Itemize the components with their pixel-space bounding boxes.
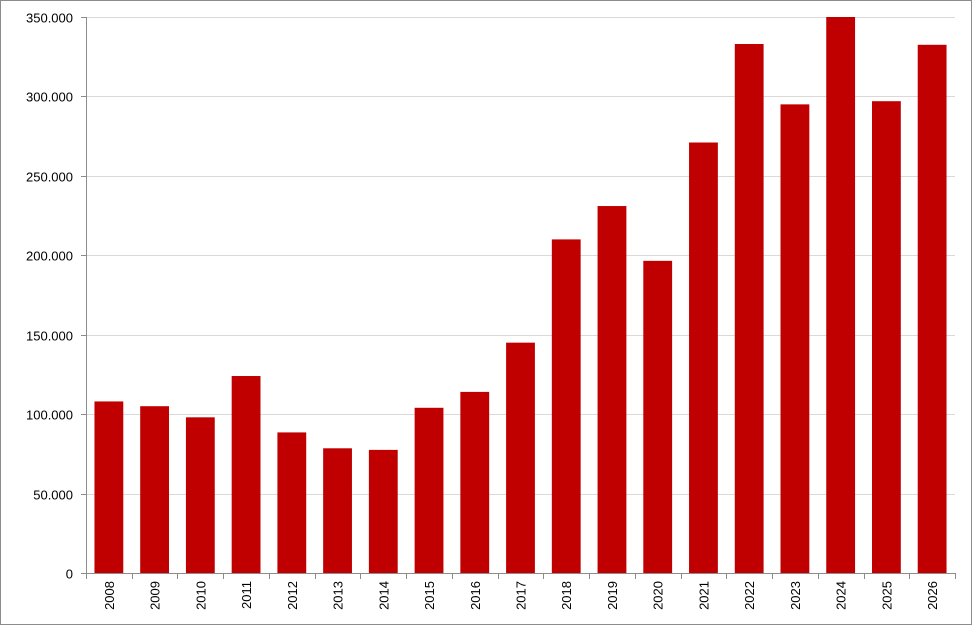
x-tick-label: 2024: [834, 581, 849, 610]
bar: [734, 44, 764, 573]
x-tick-label: 2018: [559, 581, 574, 610]
x-tick-label: 2009: [148, 581, 163, 610]
x-tick-label: 2017: [514, 581, 529, 610]
bar: [277, 432, 307, 573]
bar: [780, 104, 810, 573]
bar: [185, 417, 215, 573]
bar: [368, 449, 398, 573]
x-tick-label: 2011: [239, 581, 254, 609]
bar: [643, 260, 673, 573]
y-tick-label: 100.000: [26, 408, 73, 423]
x-tick-label: 2016: [468, 581, 483, 610]
y-tick-label: 350.000: [26, 11, 73, 26]
bar: [826, 17, 856, 573]
x-tick-label: 2020: [651, 581, 666, 610]
y-tick-label: 150.000: [26, 329, 73, 344]
bar: [414, 407, 444, 573]
x-tick-label: 2023: [788, 581, 803, 610]
x-tick-label: 2019: [605, 581, 620, 610]
x-tick-label: 2013: [331, 581, 346, 610]
bar: [871, 101, 901, 574]
y-tick-label: 0: [66, 567, 73, 582]
x-tick-label: 2025: [879, 581, 894, 610]
y-tick-label: 50.000: [33, 488, 73, 503]
bar: [551, 239, 581, 573]
x-tick-label: 2026: [925, 581, 940, 610]
bar: [689, 142, 718, 574]
bar: [94, 401, 124, 573]
x-tick-label: 2022: [742, 581, 757, 610]
bar: [460, 391, 490, 573]
x-tick-label: 2021: [696, 581, 711, 610]
x-tick-label: 2010: [193, 581, 208, 610]
bar: [506, 342, 535, 573]
x-tick-label: 2015: [422, 581, 437, 610]
x-tick-label: 2014: [376, 581, 391, 610]
x-tick-label: 2008: [102, 581, 117, 610]
bar: [323, 448, 352, 573]
bar: [917, 44, 947, 574]
bar: [140, 406, 170, 573]
bar: [597, 206, 627, 574]
y-tick-label: 300.000: [26, 90, 73, 105]
y-tick-label: 250.000: [26, 170, 73, 185]
bar: [231, 376, 261, 573]
y-tick-label: 200.000: [26, 249, 73, 264]
x-tick-label: 2012: [285, 581, 300, 610]
